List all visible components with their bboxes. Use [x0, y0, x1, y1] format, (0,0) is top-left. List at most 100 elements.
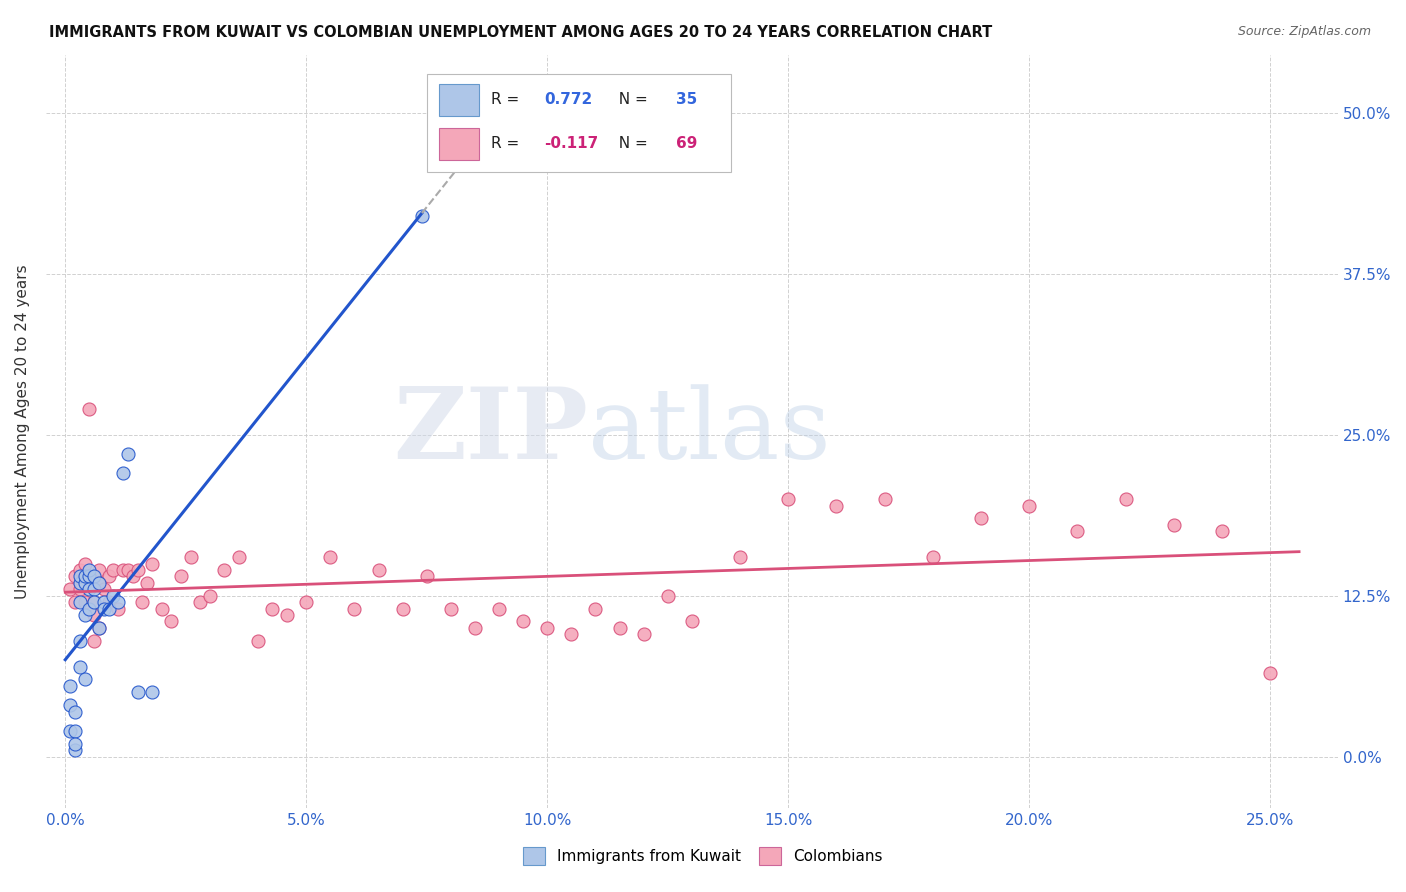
Point	[319, 550, 342, 565]
Point	[69, 633, 91, 648]
Point	[107, 601, 129, 615]
Point	[93, 601, 115, 615]
Point	[93, 595, 115, 609]
Point	[391, 601, 413, 615]
Point	[1066, 524, 1088, 539]
Point	[69, 575, 91, 590]
Point	[87, 621, 110, 635]
Legend: Immigrants from Kuwait, Colombians: Immigrants from Kuwait, Colombians	[517, 841, 889, 871]
Point	[69, 595, 91, 609]
Point	[416, 569, 439, 583]
Point	[97, 601, 120, 615]
Point	[970, 511, 993, 525]
Point	[83, 633, 105, 648]
Point	[69, 582, 91, 597]
Point	[87, 575, 110, 590]
Point	[73, 595, 96, 609]
Point	[825, 499, 848, 513]
Point	[778, 492, 800, 507]
Text: ZIP: ZIP	[394, 383, 589, 480]
Point	[59, 723, 82, 738]
Point	[103, 589, 125, 603]
Point	[633, 627, 655, 641]
Point	[87, 575, 110, 590]
Point	[73, 673, 96, 687]
Point	[79, 569, 101, 583]
Point	[127, 563, 149, 577]
Point	[141, 557, 163, 571]
Point	[73, 575, 96, 590]
Point	[73, 569, 96, 583]
Point	[170, 569, 193, 583]
Point	[79, 582, 101, 597]
Point	[411, 209, 433, 223]
Point	[83, 582, 105, 597]
Point	[609, 621, 631, 635]
Point	[1163, 517, 1185, 532]
Point	[188, 595, 211, 609]
Point	[63, 595, 86, 609]
Point	[63, 569, 86, 583]
Point	[79, 601, 101, 615]
Point	[262, 601, 284, 615]
Point	[583, 601, 606, 615]
Point	[873, 492, 896, 507]
Point	[160, 615, 183, 629]
Point	[63, 737, 86, 751]
Point	[73, 557, 96, 571]
Point	[228, 550, 250, 565]
Point	[59, 679, 82, 693]
Point	[59, 698, 82, 712]
Point	[87, 621, 110, 635]
Point	[69, 659, 91, 673]
Point	[367, 563, 389, 577]
Point	[87, 563, 110, 577]
Point	[121, 569, 143, 583]
Point	[1115, 492, 1137, 507]
Point	[657, 589, 679, 603]
Point	[103, 563, 125, 577]
Point	[97, 569, 120, 583]
Point	[1018, 499, 1040, 513]
Point	[73, 607, 96, 622]
Point	[464, 621, 486, 635]
Point	[681, 615, 703, 629]
Point	[117, 447, 139, 461]
Point	[97, 595, 120, 609]
Point	[276, 607, 298, 622]
Point	[150, 601, 173, 615]
Point	[180, 550, 202, 565]
Point	[79, 563, 101, 577]
Point	[83, 595, 105, 609]
Point	[63, 723, 86, 738]
Point	[79, 569, 101, 583]
Point	[93, 582, 115, 597]
Point	[59, 582, 82, 597]
Text: atlas: atlas	[589, 384, 831, 480]
Point	[1211, 524, 1233, 539]
Text: IMMIGRANTS FROM KUWAIT VS COLOMBIAN UNEMPLOYMENT AMONG AGES 20 TO 24 YEARS CORRE: IMMIGRANTS FROM KUWAIT VS COLOMBIAN UNEM…	[49, 25, 993, 40]
Point	[198, 589, 221, 603]
Point	[141, 685, 163, 699]
Point	[73, 575, 96, 590]
Point	[136, 575, 159, 590]
Point	[69, 563, 91, 577]
Point	[63, 705, 86, 719]
Point	[117, 563, 139, 577]
Point	[728, 550, 751, 565]
Point	[79, 575, 101, 590]
Point	[83, 569, 105, 583]
Point	[131, 595, 153, 609]
Point	[79, 402, 101, 417]
Point	[440, 601, 463, 615]
Point	[921, 550, 943, 565]
Point	[488, 601, 510, 615]
Point	[127, 685, 149, 699]
Point	[560, 627, 582, 641]
Point	[343, 601, 366, 615]
Point	[107, 595, 129, 609]
Point	[214, 563, 236, 577]
Point	[63, 743, 86, 757]
Point	[69, 569, 91, 583]
Point	[83, 607, 105, 622]
